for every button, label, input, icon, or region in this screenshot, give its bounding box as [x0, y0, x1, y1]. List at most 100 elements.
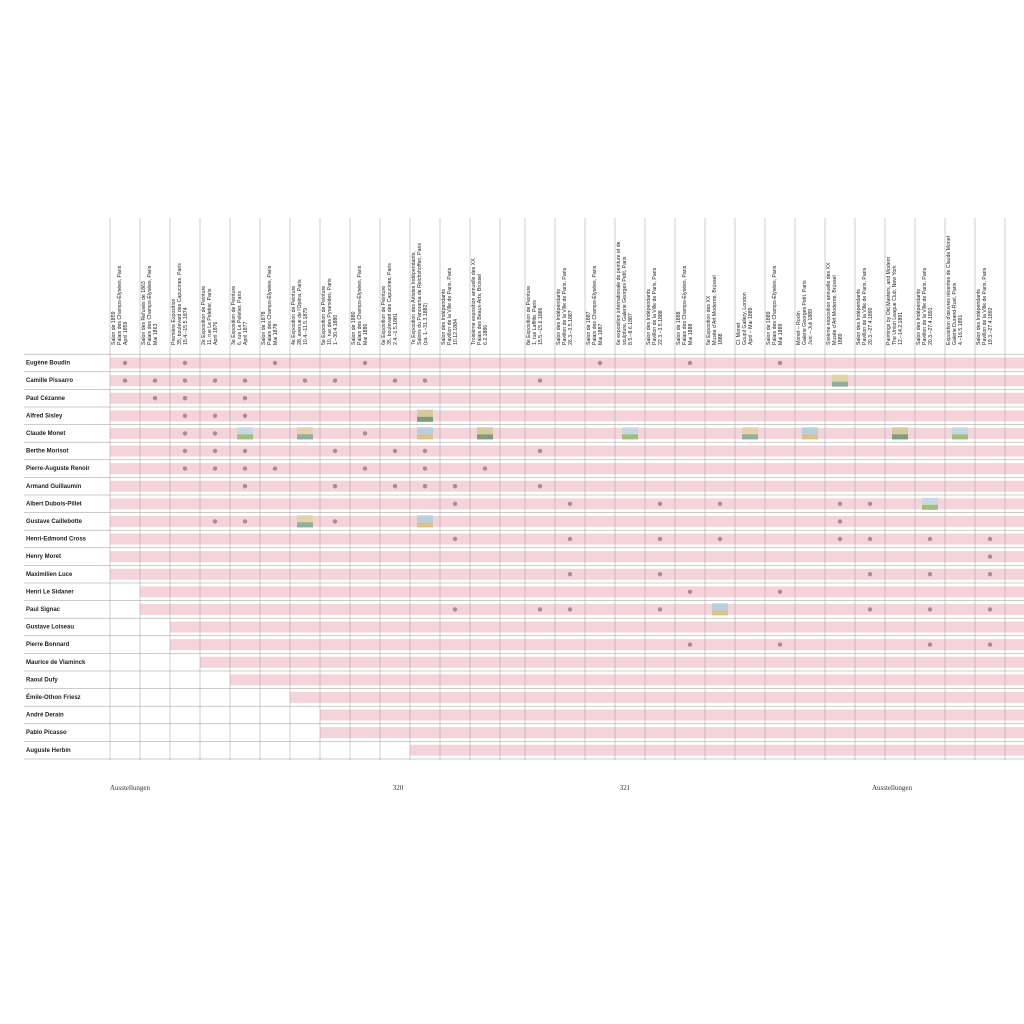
column-header: Palais des Champs-Élysées, Paris: [266, 265, 273, 345]
column-header: 2e Exposition de Peinture: [201, 286, 207, 345]
exhibition-dot: [272, 360, 278, 366]
exhibition-dot: [242, 519, 248, 524]
thumbnail-sky: [417, 427, 433, 435]
thumbnail-ground: [417, 434, 433, 440]
column-header: Palais des Champs-Élysées, Paris: [356, 265, 363, 345]
exhibition-dot: [122, 378, 128, 383]
column-header: 2.4.–1.5.1881: [393, 313, 399, 345]
artist-name: Pierre Bonnard: [26, 642, 70, 648]
column-header: Palais des Champs-Élysées, Paris: [681, 265, 688, 345]
artist-name: Armand Guillaumin: [26, 484, 82, 490]
exhibition-dot: [302, 378, 308, 383]
thumbnail-sky: [477, 427, 493, 435]
thumbnail-sky: [417, 409, 433, 417]
availability-band: [110, 480, 1024, 492]
exhibition-dot: [182, 413, 188, 418]
column-header: 8.5.–8.6.1887: [628, 313, 634, 345]
artist-name: Maximilien Luce: [26, 572, 73, 578]
thumbnail-ground: [622, 434, 638, 440]
artwork-thumbnail: [832, 374, 848, 387]
thumbnail-sky: [622, 427, 638, 435]
column-header: Palais des Champs-Élysées, Paris: [771, 265, 778, 345]
thumbnail-ground: [742, 434, 758, 440]
column-header: Galerie Durand-Ruel, Paris: [952, 282, 958, 345]
artist-name: Claude Monet: [26, 431, 65, 437]
availability-band: [320, 727, 1024, 739]
exhibition-dot: [392, 484, 398, 489]
column-header: Palais des Champs-Élysées, Paris: [591, 265, 598, 345]
exhibition-dot: [452, 484, 458, 489]
artist-name: Raoul Dufy: [26, 677, 58, 683]
table: Salon de 1859 Palais des Champs-Élysées, …: [24, 218, 1024, 760]
column-header: Salon des Indépendants: [556, 289, 562, 345]
exhibition-dot: [452, 501, 458, 506]
thumbnail-ground: [237, 434, 253, 440]
exhibition-dot: [212, 431, 218, 436]
column-header: Galerie Georges Petit, Paris: [802, 280, 808, 345]
column-header: Mai 1889: [778, 324, 784, 345]
column-header: Mai 1863: [153, 324, 159, 345]
column-header: Juni – Juli 1889: [808, 309, 814, 345]
column-header: Salon de 1889: [766, 311, 772, 345]
column-header: Mai 1887: [598, 324, 604, 345]
artist-name: Berthe Morisot: [26, 449, 68, 455]
artist-name: Auguste Herbin: [26, 748, 71, 754]
artwork-thumbnail: [417, 515, 433, 528]
exhibition-dot: [182, 466, 188, 471]
exhibition-dot: [152, 378, 158, 383]
thumbnail-sky: [712, 603, 728, 611]
thumbnail-sky: [922, 497, 938, 505]
column-header: Pavillon de la Ville de Paris, Paris: [922, 267, 928, 345]
column-header: Pavillon de la Ville de Paris, Paris: [562, 267, 568, 345]
availability-band: [110, 392, 1024, 404]
availability-band: [110, 498, 1024, 510]
exhibition-dot: [212, 519, 218, 524]
availability-band: [110, 515, 1024, 527]
thumbnail-ground: [417, 522, 433, 528]
exhibition-dot: [182, 448, 188, 454]
column-header: Salon de 1878: [261, 311, 267, 345]
column-header: 3e Exposition de Peinture: [231, 286, 237, 345]
thumbnail-sky: [802, 427, 818, 435]
thumbnail-ground: [892, 434, 908, 440]
exhibition-dot: [777, 360, 783, 366]
artwork-thumbnail: [712, 603, 728, 616]
thumbnail-sky: [832, 374, 848, 382]
exhibition-dot: [717, 501, 723, 506]
artist-name: Maurice de Vlaminck: [26, 660, 86, 666]
column-header: 22.3.–3.5.1888: [658, 310, 664, 345]
exhibition-dot: [837, 519, 843, 524]
exhibition-dot: [422, 378, 428, 383]
column-header: Pavillon de la Ville de Paris, Paris: [652, 267, 658, 345]
availability-band: [290, 691, 1024, 703]
column-header: Paintings by Old Masters, and Modern: [886, 257, 892, 345]
exhibition-dot: [212, 413, 218, 418]
artist-name: Alfred Sisley: [26, 413, 63, 419]
column-header: Cl. Monet: [736, 322, 742, 345]
exhibition-dot: [452, 536, 458, 542]
availability-band: [110, 375, 1024, 387]
page-number: 321: [620, 784, 631, 792]
column-header: 6, rue Le Peletier, Paris: [237, 291, 243, 345]
exhibition-dot: [777, 642, 783, 647]
column-header: 6e exposition internationale de peinture…: [616, 241, 622, 345]
column-header: Salon des Indépendants: [441, 289, 447, 345]
exhibition-dot: [242, 484, 248, 489]
column-header: 15.5.–15.6.1886: [538, 307, 544, 345]
column-header: Salon de 1888: [676, 311, 682, 345]
availability-band: [170, 639, 1024, 651]
exhibition-dot: [362, 466, 368, 471]
column-header: 28, avenue de l'Opéra, Paris: [297, 279, 303, 345]
artist-name: Henri-Edmond Cross: [26, 537, 87, 543]
artist-name: André Derain: [26, 713, 64, 719]
artist-name: Gustave Loiseau: [26, 625, 74, 631]
exhibition-dot: [867, 607, 873, 612]
column-header: 8e Exposition de Peinture: [526, 286, 532, 345]
column-header: 6e Exposition de Peinture: [381, 286, 387, 345]
column-header: Pavillon de la Ville de Paris, Paris: [862, 267, 868, 345]
exhibition-dot: [122, 360, 128, 366]
exhibition-dot: [927, 572, 933, 577]
thumbnail-sky: [297, 427, 313, 435]
exhibition-dot: [537, 448, 543, 454]
